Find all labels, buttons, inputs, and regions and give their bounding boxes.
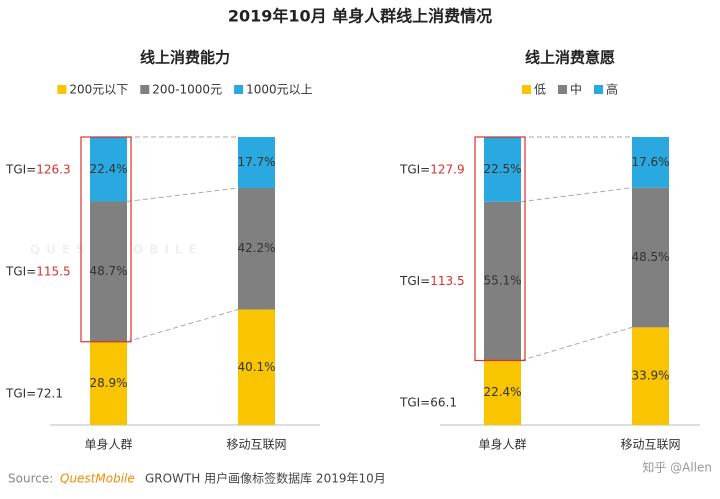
source-text: GROWTH 用户画像标签数据库 2019年10月 (145, 471, 386, 486)
tgi-label: TGI=66.1 (399, 395, 457, 409)
chart-title: 线上消费能力 (140, 49, 230, 67)
x-tick-label: 移动互联网 (620, 438, 680, 452)
highlight-box (80, 136, 132, 343)
bar-segment (238, 187, 275, 310)
connector (126, 309, 239, 343)
tgi-value: 127.9 (430, 162, 464, 176)
main-title: 2019年10月 单身人群线上消费情况 (228, 7, 492, 26)
credit: 知乎 @Allen (642, 461, 712, 475)
tgi-label: TGI=72.1 (5, 386, 63, 400)
bar-segment (238, 309, 275, 425)
tgi-prefix: TGI= (5, 264, 36, 278)
value-label: 22.4% (89, 162, 127, 176)
value-label: 48.5% (631, 250, 669, 264)
chart-title: 线上消费意愿 (525, 49, 615, 67)
value-label: 17.6% (631, 155, 669, 169)
x-tick-label: 单身人群 (478, 437, 526, 452)
value-label: 55.1% (483, 274, 521, 288)
bar-segment (632, 327, 669, 425)
source: Source: QuestMobile GROWTH 用户画像标签数据库 201… (8, 471, 386, 486)
bar-segment (90, 201, 127, 342)
tgi-prefix: TGI= (399, 274, 430, 288)
tgi-label: TGI=126.3 (5, 162, 71, 176)
x-tick-label: 移动互联网 (226, 438, 286, 452)
tgi-prefix: TGI= (399, 162, 430, 176)
tgi-value: 113.5 (430, 274, 464, 288)
tgi-value: 66.1 (430, 395, 457, 409)
connector (126, 187, 239, 203)
connector (520, 326, 633, 361)
bar-segment (484, 360, 521, 425)
bar-segment (90, 341, 127, 425)
tgi-label: TGI=113.5 (399, 274, 465, 288)
legend-label: 中 (570, 82, 582, 97)
value-label: 17.7% (237, 155, 275, 169)
value-label: 33.9% (631, 369, 669, 383)
legend-label: 200元以下 (69, 83, 128, 97)
legend-label: 1000元以上 (246, 83, 313, 97)
bar-segment (238, 137, 275, 188)
legend-swatch (140, 85, 150, 94)
legend: 200元以下 200-1000元 1000元以上 (57, 83, 313, 97)
bar-segment (632, 137, 669, 188)
legend: 低中高 (521, 82, 618, 97)
value-label: 22.4% (483, 385, 521, 399)
legend-swatch (557, 85, 567, 94)
value-label: 40.1% (237, 360, 275, 374)
tgi-label: TGI=115.5 (5, 264, 71, 278)
legend-label: 200-1000元 (152, 83, 222, 97)
value-label: 22.5% (483, 162, 521, 176)
tgi-prefix: TGI= (399, 395, 430, 409)
legend-label: 高 (606, 82, 618, 97)
connector (520, 187, 633, 203)
bar-segment (632, 187, 669, 328)
tgi-value: 72.1 (36, 386, 63, 400)
value-label: 28.9% (89, 376, 127, 390)
tgi-value: 126.3 (36, 162, 70, 176)
bar-segment (484, 137, 521, 202)
source-brand: QuestMobile (60, 472, 135, 486)
highlight-box (474, 136, 526, 362)
source-label: Source: (8, 472, 53, 486)
legend-swatch (57, 85, 67, 94)
tgi-value: 115.5 (36, 264, 70, 278)
value-label: 42.2% (237, 241, 275, 255)
bar-segment (90, 137, 127, 202)
tgi-label: TGI=127.9 (399, 162, 465, 176)
legend-swatch (521, 85, 531, 94)
legend-label: 低 (534, 83, 546, 97)
bar-segment (484, 201, 521, 361)
tgi-prefix: TGI= (5, 386, 36, 400)
tgi-prefix: TGI= (5, 162, 36, 176)
x-tick-label: 单身人群 (84, 437, 132, 452)
legend-swatch (594, 85, 604, 94)
value-label: 48.7% (89, 264, 127, 278)
legend-swatch (234, 85, 244, 94)
